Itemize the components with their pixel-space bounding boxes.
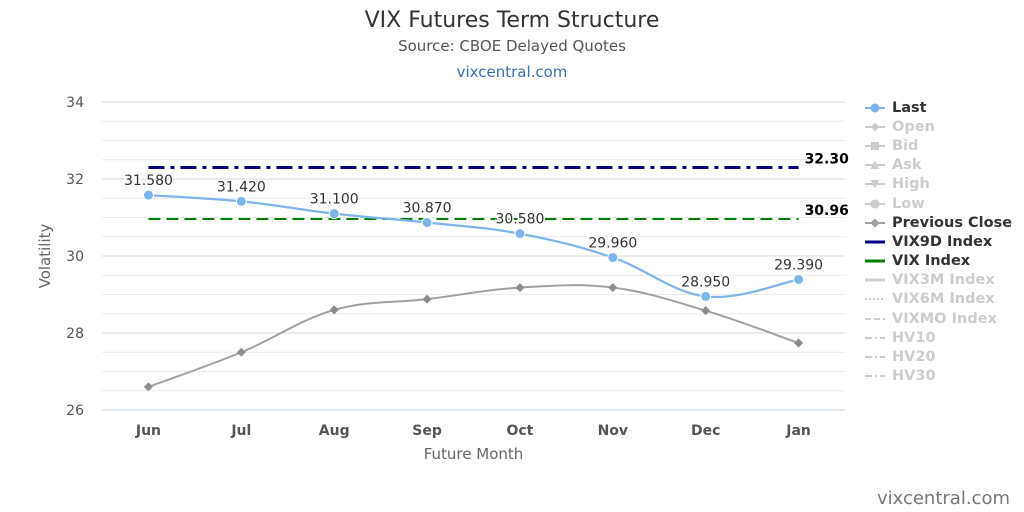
legend-label: High xyxy=(892,176,930,193)
x-tick-label: Aug xyxy=(319,423,350,439)
legend-item-high[interactable]: High xyxy=(864,175,1024,194)
legend-item-low[interactable]: Low xyxy=(864,194,1024,213)
legend-label: Last xyxy=(892,99,927,116)
y-tick-label: 30 xyxy=(66,249,84,265)
legend-symbol-icon xyxy=(865,336,885,339)
y-tick-label: 32 xyxy=(66,172,84,188)
legend-item-vix-index[interactable]: VIX Index xyxy=(864,252,1024,271)
previous-close-point[interactable] xyxy=(608,283,618,293)
legend-item-previous-close[interactable]: Previous Close xyxy=(864,213,1024,232)
legend-symbol-icon xyxy=(865,218,885,228)
last-point[interactable] xyxy=(514,228,526,240)
legend-item-last[interactable]: Last xyxy=(864,98,1024,117)
legend-label: Open xyxy=(892,118,935,135)
legend-item-vix3m-index[interactable]: VIX3M Index xyxy=(864,271,1024,290)
previous-close-point[interactable] xyxy=(701,306,711,316)
legend-item-vix9d-index[interactable]: VIX9D Index xyxy=(864,232,1024,251)
chart-title: VIX Futures Term Structure xyxy=(364,8,660,33)
previous-close-point[interactable] xyxy=(143,382,153,392)
legend-symbol-icon xyxy=(865,160,885,170)
legend-label: Low xyxy=(892,195,925,212)
last-point[interactable] xyxy=(142,189,154,201)
last-point[interactable] xyxy=(793,273,805,285)
x-tick-label: Jan xyxy=(785,423,811,439)
series-line-previous-close[interactable] xyxy=(148,284,799,388)
y-axis-title: Volatility xyxy=(36,223,54,288)
legend-item-bid[interactable]: Bid xyxy=(864,136,1024,155)
data-label: 29.390 xyxy=(774,257,823,273)
legend-label: Ask xyxy=(892,157,922,174)
previous-close-point[interactable] xyxy=(794,338,804,348)
legend-symbol-icon xyxy=(865,375,885,378)
legend-item-ask[interactable]: Ask xyxy=(864,156,1024,175)
x-tick-label: Nov xyxy=(598,423,628,439)
x-tick-label: Jul xyxy=(230,423,251,439)
legend-label: VIX9D Index xyxy=(892,233,993,250)
y-tick-label: 34 xyxy=(66,95,84,111)
data-label: 29.960 xyxy=(588,236,637,252)
credit-text[interactable]: vixcentral.com xyxy=(876,488,1010,509)
legend-label: HV30 xyxy=(892,368,936,385)
legend-item-open[interactable]: Open xyxy=(864,117,1024,136)
legend-symbol-icon xyxy=(865,278,885,282)
legend-symbol-icon xyxy=(865,298,885,301)
legend-symbol-icon xyxy=(865,103,885,113)
data-label: 28.950 xyxy=(681,274,730,290)
legend-label: VIXMO Index xyxy=(892,310,997,327)
series-line-last[interactable] xyxy=(148,194,799,299)
previous-close-point[interactable] xyxy=(236,347,246,357)
legend-symbol-icon xyxy=(865,180,885,189)
y-tick-label: 28 xyxy=(66,326,84,342)
legend-item-hv30[interactable]: HV30 xyxy=(864,367,1024,386)
constant-line-label: 30.96 xyxy=(805,203,849,219)
data-label: 31.100 xyxy=(310,192,359,208)
legend-label: Bid xyxy=(892,137,919,154)
data-label: 31.420 xyxy=(217,179,266,195)
last-point[interactable] xyxy=(421,217,433,229)
previous-close-point[interactable] xyxy=(422,294,432,304)
legend-label: VIX6M Index xyxy=(892,291,995,308)
legend-item-hv10[interactable]: HV10 xyxy=(864,328,1024,347)
previous-close-point[interactable] xyxy=(329,305,339,315)
data-label: 30.870 xyxy=(403,201,452,217)
legend-symbol-icon xyxy=(865,259,885,263)
last-point[interactable] xyxy=(607,252,619,264)
y-tick-label: 26 xyxy=(66,403,84,419)
legend-symbol-icon xyxy=(865,122,885,132)
x-tick-label: Oct xyxy=(506,423,533,439)
legend-symbol-icon xyxy=(865,317,885,320)
legend-symbol-icon xyxy=(865,199,885,209)
previous-close-point[interactable] xyxy=(515,283,525,293)
legend-symbol-icon xyxy=(865,240,885,244)
x-tick-label: Dec xyxy=(691,423,720,439)
legend-symbol-icon xyxy=(865,141,885,150)
legend-label: HV10 xyxy=(892,329,936,346)
legend-label: VIX Index xyxy=(892,253,971,270)
data-label: 30.580 xyxy=(495,212,544,228)
chart-subtitle: Source: CBOE Delayed Quotes xyxy=(398,37,626,55)
source-link[interactable]: vixcentral.com xyxy=(456,63,568,81)
x-tick-label: Sep xyxy=(412,423,442,439)
x-tick-label: Jun xyxy=(135,423,161,439)
legend-label: Previous Close xyxy=(892,214,1013,231)
data-label: 31.580 xyxy=(124,173,173,189)
x-axis-title: Future Month xyxy=(424,445,524,463)
last-point[interactable] xyxy=(328,208,340,220)
last-point[interactable] xyxy=(700,290,712,302)
legend-symbol-icon xyxy=(865,356,885,359)
legend-item-vix6m-index[interactable]: VIX6M Index xyxy=(864,290,1024,309)
last-point[interactable] xyxy=(235,195,247,207)
legend-item-hv20[interactable]: HV20 xyxy=(864,347,1024,366)
legend-label: HV20 xyxy=(892,349,936,366)
legend-label: VIX3M Index xyxy=(892,272,995,289)
constant-line-label: 32.30 xyxy=(805,151,850,167)
legend-item-vixmo-index[interactable]: VIXMO Index xyxy=(864,309,1024,328)
chart-legend: Last Open Bid Ask High Low Previous Close VIX9D… xyxy=(864,98,1024,386)
